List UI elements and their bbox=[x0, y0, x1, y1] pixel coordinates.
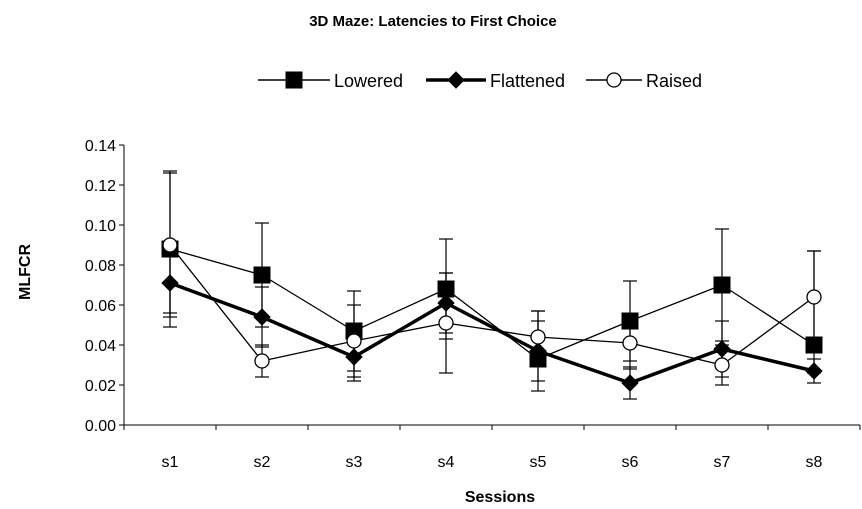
legend-label: Raised bbox=[646, 71, 702, 91]
y-axis-title: MLFCR bbox=[17, 244, 34, 300]
series-line bbox=[169, 248, 815, 360]
legend-item-flattened: Flattened bbox=[426, 71, 565, 91]
y-tick-label: 0.00 bbox=[85, 418, 116, 435]
data-point bbox=[530, 329, 546, 345]
legend-marker bbox=[447, 71, 465, 89]
y-tick-label: 0.04 bbox=[85, 338, 116, 355]
data-point bbox=[805, 362, 823, 380]
x-axis-title: Sessions bbox=[465, 489, 535, 506]
data-point bbox=[254, 353, 270, 369]
data-point bbox=[713, 276, 731, 294]
legend-item-lowered: Lowered bbox=[258, 71, 403, 91]
x-tick-label: s1 bbox=[162, 454, 179, 471]
x-tick-label: s4 bbox=[438, 454, 455, 471]
series-line bbox=[169, 281, 815, 385]
data-point bbox=[621, 374, 639, 392]
data-point bbox=[806, 289, 822, 305]
x-tick-label: s3 bbox=[346, 454, 363, 471]
series-line bbox=[169, 244, 815, 366]
legend: Lowered Flattened Raised bbox=[258, 71, 702, 91]
data-point bbox=[346, 333, 362, 349]
legend-marker bbox=[285, 71, 303, 89]
data-point bbox=[622, 335, 638, 351]
legend-label: Flattened bbox=[490, 71, 565, 91]
y-tick-label: 0.02 bbox=[85, 378, 116, 395]
y-tick-label: 0.08 bbox=[85, 258, 116, 275]
data-point bbox=[253, 308, 271, 326]
data-point bbox=[162, 237, 178, 253]
chart-title: 3D Maze: Latencies to First Choice bbox=[309, 13, 557, 30]
data-point bbox=[714, 357, 730, 373]
legend-label: Lowered bbox=[334, 71, 403, 91]
legend-marker bbox=[606, 72, 622, 88]
x-tick-label: s7 bbox=[714, 454, 731, 471]
legend-item-raised: Raised bbox=[586, 71, 702, 91]
x-tick-label: s8 bbox=[806, 454, 823, 471]
y-tick-label: 0.12 bbox=[85, 178, 116, 195]
data-point bbox=[438, 315, 454, 331]
data-point bbox=[253, 266, 271, 284]
x-tick-label: s2 bbox=[254, 454, 271, 471]
series-raised bbox=[162, 172, 822, 386]
y-tick-label: 0.06 bbox=[85, 298, 116, 315]
y-tick-label: 0.10 bbox=[85, 218, 116, 235]
plot-area: 0.00 0.02 0.04 0.06 0.08 0.10 0.12 0.14 s1 s2 s3 s4… bbox=[85, 138, 861, 471]
x-tick-label: s5 bbox=[530, 454, 547, 471]
x-tick-label: s6 bbox=[622, 454, 639, 471]
y-tick-label: 0.14 bbox=[85, 138, 116, 155]
